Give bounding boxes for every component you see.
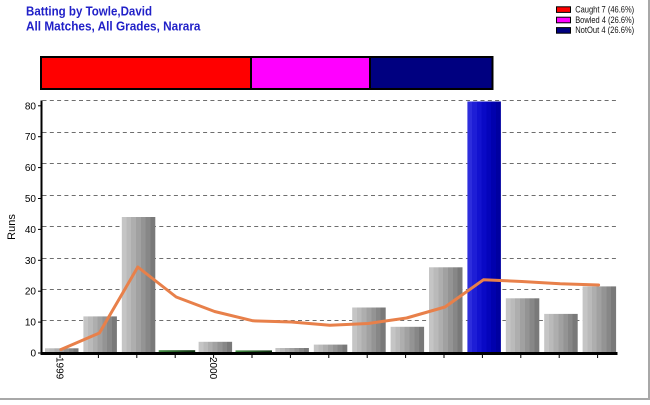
svg-text:Batting by Towle,David: Batting by Towle,David <box>26 4 152 19</box>
svg-text:70: 70 <box>25 132 37 143</box>
svg-text:50: 50 <box>25 194 37 205</box>
svg-text:0: 0 <box>30 349 36 360</box>
svg-text:Bowled 4 (26.6%): Bowled 4 (26.6%) <box>575 15 634 25</box>
svg-text:80: 80 <box>25 101 37 112</box>
svg-text:Caught 7 (46.6%): Caught 7 (46.6%) <box>575 4 634 14</box>
svg-text:30: 30 <box>25 256 37 267</box>
svg-text:20: 20 <box>25 287 37 298</box>
svg-text:All Matches, All Grades, Narar: All Matches, All Grades, Narara <box>26 19 201 34</box>
svg-text:60: 60 <box>25 163 37 174</box>
svg-text:1999: 1999 <box>54 357 65 380</box>
svg-text:2000: 2000 <box>207 357 218 380</box>
svg-text:10: 10 <box>25 318 37 329</box>
svg-text:Runs: Runs <box>6 214 18 240</box>
svg-text:40: 40 <box>25 225 37 236</box>
svg-text:NotOut 4 (26.6%): NotOut 4 (26.6%) <box>575 25 634 35</box>
